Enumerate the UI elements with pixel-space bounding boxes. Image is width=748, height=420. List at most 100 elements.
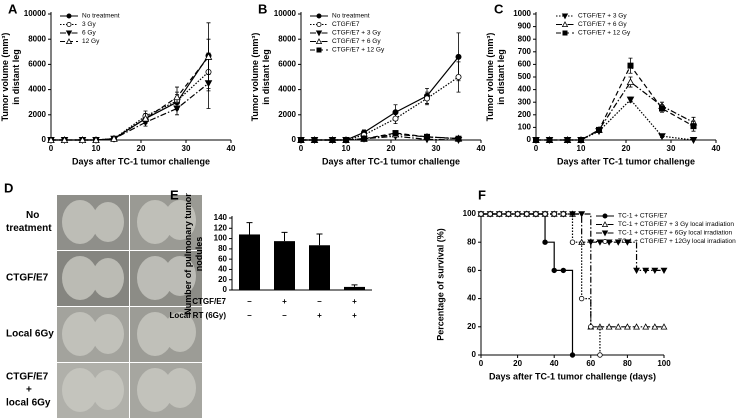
y-axis-label: Tumor volume (mm³) <box>250 33 260 122</box>
marker <box>533 211 539 217</box>
x-tick-label: 30 <box>182 144 191 153</box>
legend-label: CTGF/E7 + 6 Gy <box>578 21 627 28</box>
marker <box>564 136 571 143</box>
legend-label: CTGF/E7 + 12 Gy <box>332 47 385 54</box>
x-tick-label: 0 <box>49 144 54 153</box>
legend-marker <box>316 47 322 53</box>
legend-label: 3 Gy <box>82 21 96 28</box>
bar <box>344 286 365 290</box>
legend-label: CTGF/E7 + 3 Gy <box>332 30 381 37</box>
marker <box>578 211 586 218</box>
error-bar <box>246 222 253 235</box>
marker <box>588 324 594 330</box>
marker <box>578 295 585 302</box>
marker <box>626 78 635 86</box>
table-cell: – <box>282 311 287 320</box>
marker <box>423 133 430 140</box>
y-tick-label: 2000 <box>278 110 296 119</box>
legend-label: CTGF/E7 + 6 Gy <box>332 38 381 45</box>
lung <box>137 200 173 244</box>
bar <box>309 245 330 290</box>
photo-row-label: local 6Gy <box>6 398 51 409</box>
marker <box>297 136 304 143</box>
marker <box>542 239 548 245</box>
y-tick-label: 100 <box>463 209 477 218</box>
marker <box>546 136 553 143</box>
y-tick-label: 0 <box>472 350 477 359</box>
x-axis-label: Days after TC-1 tumor challenge <box>322 156 460 166</box>
y-axis-label: Tumor volume (mm³) <box>485 33 495 122</box>
marker <box>560 267 567 274</box>
series-line <box>301 56 459 141</box>
lung <box>137 256 173 300</box>
legend-marker <box>65 38 73 44</box>
x-axis-label: Days after TC-1 tumor challenge <box>557 156 695 166</box>
marker <box>623 239 631 246</box>
marker <box>173 93 181 101</box>
panel-label: A <box>8 1 18 16</box>
marker <box>47 136 55 143</box>
lung-photos <box>57 195 202 418</box>
y-tick-label: 20 <box>467 322 476 331</box>
marker <box>587 239 595 246</box>
series-line <box>51 56 209 141</box>
marker <box>487 211 493 217</box>
series-line <box>536 81 694 141</box>
legend-label: TC-1 + CTGF/E7 + 6Gy local irradiation <box>618 230 733 237</box>
panel-label: E <box>170 187 179 202</box>
marker <box>690 123 697 130</box>
y-tick-label: 40 <box>218 265 227 274</box>
marker <box>605 323 613 330</box>
x-tick-label: 20 <box>513 359 522 368</box>
x-tick-label: 40 <box>227 144 236 153</box>
x-tick-label: 0 <box>479 359 484 368</box>
marker <box>455 53 462 60</box>
bar <box>239 234 260 290</box>
y-axis-label: Number of pulmonary tumor <box>183 193 193 315</box>
legend-label: No treatment <box>82 13 120 20</box>
x-axis-label: Days after TC-1 tumor challenge <box>72 156 210 166</box>
x-tick-label: 20 <box>622 144 631 153</box>
y-axis-label: in distant leg <box>261 49 271 105</box>
legend-marker <box>315 30 323 37</box>
panel-label: F <box>478 187 486 202</box>
y-tick-label: 80 <box>218 244 227 253</box>
marker <box>455 135 462 142</box>
marker <box>597 352 603 358</box>
y-tick-label: 500 <box>518 72 532 81</box>
marker <box>542 211 548 217</box>
legend-marker <box>65 30 73 37</box>
y-tick-label: 0 <box>223 285 228 294</box>
y-tick-label: 140 <box>214 213 228 222</box>
y-tick-label: 1000 <box>513 9 531 18</box>
photo-row-label: Local 6Gy <box>6 329 54 340</box>
table-cell: – <box>247 297 252 306</box>
photo-row-label: CTGF/E7 <box>6 273 49 284</box>
y-tick-label: 10000 <box>274 9 297 18</box>
y-tick-label: 700 <box>518 47 532 56</box>
marker <box>560 211 567 217</box>
x-tick-label: 30 <box>667 144 676 153</box>
y-axis-label: in distant leg <box>11 49 21 105</box>
panel-label: D <box>4 180 13 195</box>
marker <box>596 126 603 133</box>
lung <box>137 312 173 356</box>
y-tick-label: 40 <box>467 294 476 303</box>
y-tick-label: 4000 <box>28 85 46 94</box>
y-tick-label: 0 <box>292 135 297 144</box>
y-axis-label: Tumor volume (mm³) <box>0 33 10 122</box>
marker <box>551 267 557 274</box>
table-row-label: CTGF/E7 <box>192 297 226 306</box>
legend-label: 12 Gy <box>82 38 100 45</box>
x-tick-label: 0 <box>299 144 304 153</box>
marker <box>651 267 659 274</box>
lung <box>62 200 98 244</box>
series-line <box>51 82 209 141</box>
marker <box>141 114 150 122</box>
x-tick-label: 10 <box>92 144 101 153</box>
x-tick-label: 30 <box>432 144 441 153</box>
lung <box>164 312 196 352</box>
table-cell: – <box>247 311 252 320</box>
legend-marker <box>562 30 568 36</box>
marker <box>78 136 87 143</box>
